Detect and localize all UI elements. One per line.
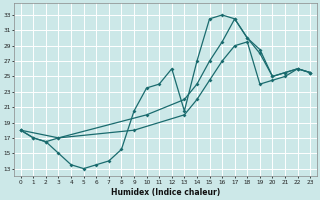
X-axis label: Humidex (Indice chaleur): Humidex (Indice chaleur) <box>111 188 220 197</box>
